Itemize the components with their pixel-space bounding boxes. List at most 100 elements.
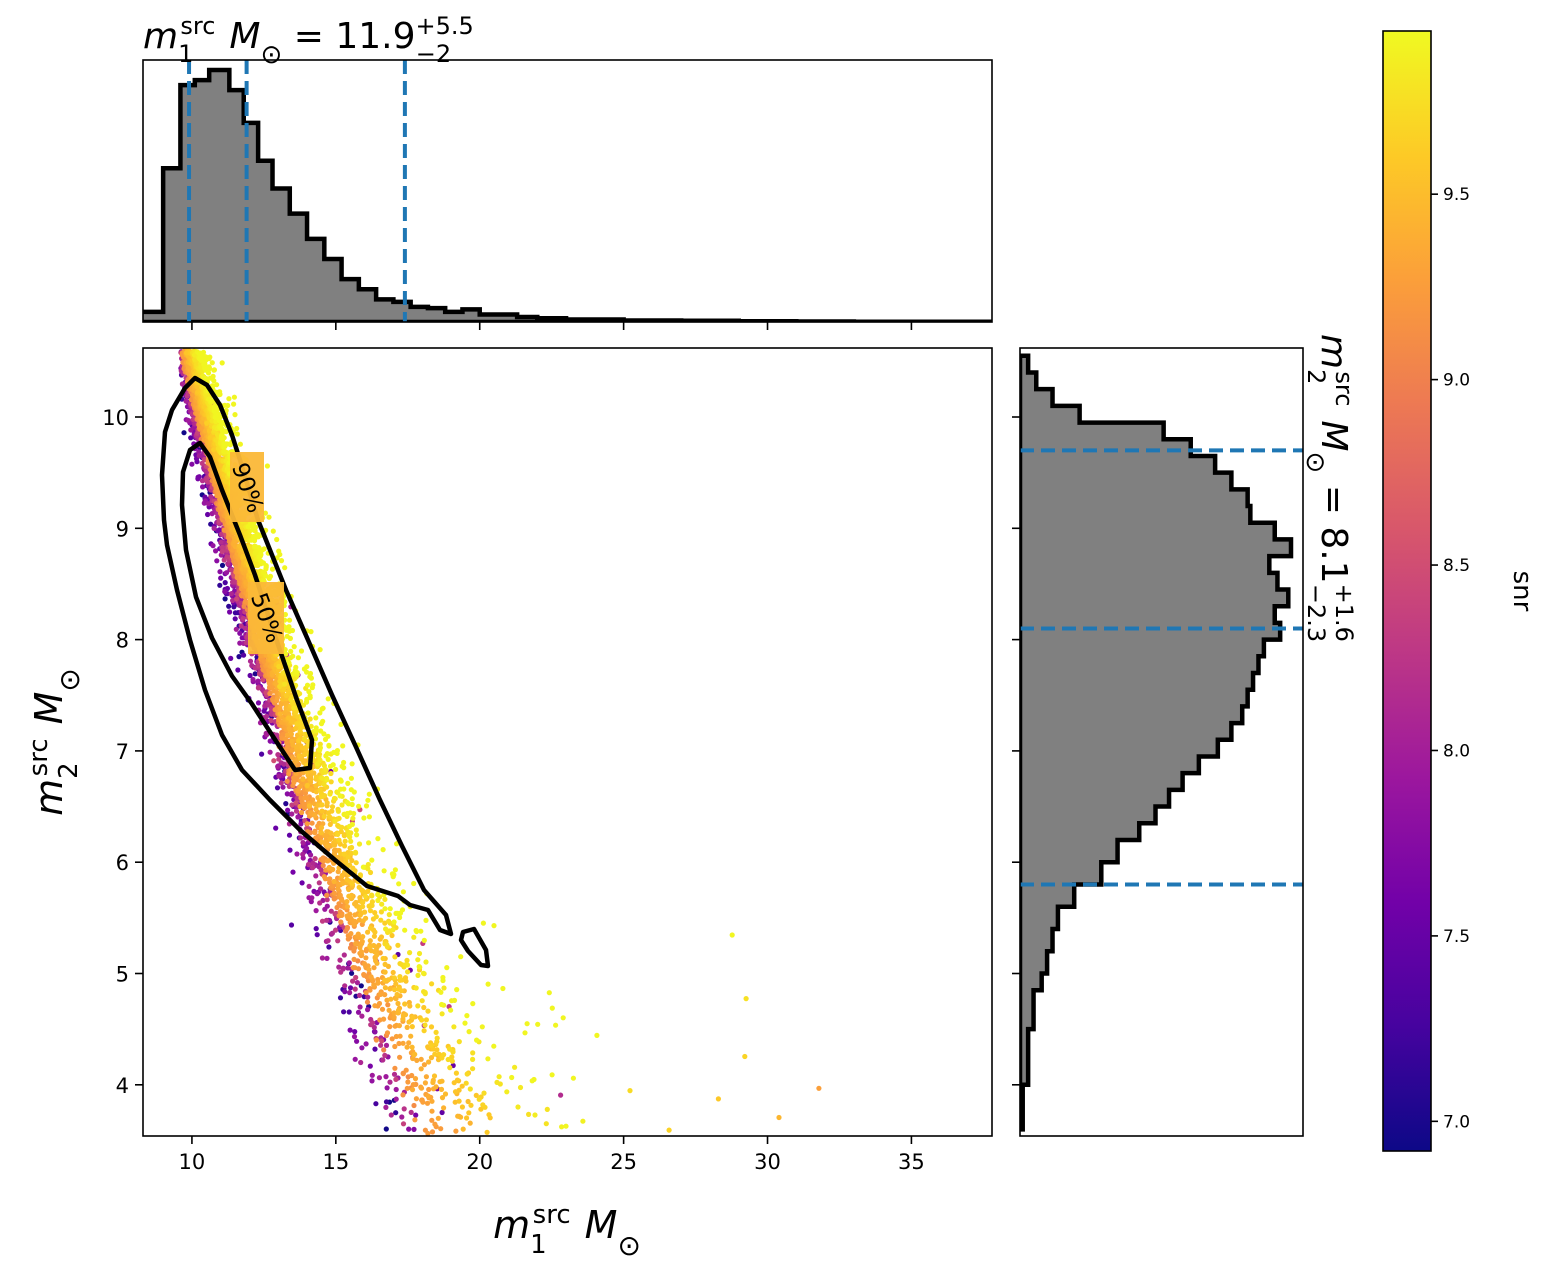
scatter-point <box>419 998 425 1004</box>
scatter-point <box>544 1106 550 1112</box>
scatter-point <box>217 389 223 395</box>
scatter-point <box>350 965 356 971</box>
scatter-point <box>363 893 369 900</box>
scatter-point <box>383 1126 389 1132</box>
scatter-point <box>217 582 223 588</box>
scatter-point <box>384 1030 391 1036</box>
scatter-point <box>485 1056 491 1062</box>
scatter-point <box>289 802 295 808</box>
scatter-point <box>543 1121 549 1127</box>
scatter-point <box>237 441 243 447</box>
scatter-point <box>366 967 372 973</box>
scatter-point <box>264 713 270 720</box>
scatter-point <box>329 804 336 810</box>
scatter-point <box>423 1017 429 1023</box>
scatter-point <box>456 1039 462 1045</box>
right-hist-y-ticks <box>1012 416 1020 1086</box>
scatter-point <box>340 880 346 886</box>
colorbar: 7.07.58.08.59.09.5 snr <box>1382 30 1537 1152</box>
scatter-point <box>297 803 303 810</box>
scatter-point <box>421 1062 427 1068</box>
scatter-point <box>287 635 293 642</box>
scatter-point <box>397 1033 403 1039</box>
scatter-point <box>532 1112 538 1118</box>
scatter-point <box>293 725 299 732</box>
y-tick-label: 4 <box>116 1074 129 1098</box>
scatter-point <box>360 864 366 870</box>
top-hist-title: m1src M⊙ = 11.9+5.5 −2 <box>143 12 474 70</box>
scatter-point <box>440 977 446 984</box>
scatter-point <box>347 985 354 991</box>
scatter-point <box>324 800 330 806</box>
scatter-point <box>295 655 301 661</box>
scatter-point <box>358 949 364 955</box>
scatter-point <box>430 1077 436 1083</box>
scatter-point <box>411 1126 417 1132</box>
scatter-point <box>369 1078 375 1084</box>
scatter-point <box>324 777 330 783</box>
scatter-point <box>354 832 360 838</box>
scatter-point <box>329 930 335 936</box>
scatter-point <box>352 849 359 856</box>
scatter-point <box>325 938 331 944</box>
colorbar-ticks: 7.07.58.08.59.09.5 <box>1431 185 1470 1132</box>
scatter-point <box>432 1051 438 1057</box>
scatter-point <box>480 920 486 926</box>
scatter-point <box>393 1086 399 1093</box>
scatter-point <box>420 1099 426 1105</box>
scatter-point <box>299 880 305 886</box>
scatter-point <box>410 1014 416 1021</box>
x-tick-label: 35 <box>898 1150 925 1174</box>
scatter-point <box>433 1029 439 1035</box>
scatter-point <box>360 904 366 910</box>
scatter-point <box>428 1055 435 1061</box>
scatter-point <box>627 1088 633 1094</box>
scatter-point <box>365 1007 371 1013</box>
top-hist-quantile-lines <box>187 60 407 322</box>
scatter-point <box>356 992 363 999</box>
scatter-point <box>284 791 290 797</box>
scatter-point <box>563 1123 569 1129</box>
scatter-point <box>222 428 228 434</box>
colorbar-tick-label: 7.0 <box>1443 1112 1470 1132</box>
right-histogram: m2srcM⊙ = 8.1+1.6−2.3 <box>1012 334 1358 1137</box>
scatter-point <box>409 1024 415 1030</box>
scatter-point <box>294 774 300 781</box>
scatter-point <box>252 671 258 677</box>
scatter-point <box>255 678 261 684</box>
scatter-point <box>337 793 343 799</box>
scatter-point <box>322 736 329 743</box>
scatter-point <box>234 596 240 602</box>
scatter-point <box>387 985 394 991</box>
scatter-point <box>327 791 333 797</box>
scatter-point <box>570 1075 577 1081</box>
scatter-point <box>286 624 292 630</box>
scatter-point <box>319 808 325 814</box>
scatter-point <box>383 926 389 932</box>
scatter-point <box>390 927 396 933</box>
scatter-point <box>349 970 355 976</box>
scatter-point <box>299 809 305 816</box>
scatter-point <box>324 892 330 898</box>
scatter-point <box>363 915 369 921</box>
scatter-point <box>409 1087 416 1093</box>
scatter-point <box>376 1000 383 1007</box>
scatter-point <box>356 841 363 847</box>
scatter-point <box>448 1007 454 1013</box>
scatter-point <box>247 672 253 679</box>
scatter-point <box>281 687 287 693</box>
scatter-point <box>341 952 347 958</box>
scatter-point <box>329 883 335 889</box>
scatter-point <box>315 802 321 808</box>
scatter-point <box>251 538 258 544</box>
scatter-point <box>359 938 365 945</box>
scatter-point <box>352 1029 358 1035</box>
scatter-point <box>209 360 215 366</box>
scatter-point <box>451 1024 457 1030</box>
scatter-point <box>431 1073 438 1079</box>
scatter-point <box>287 847 293 853</box>
scatter-point <box>367 1063 373 1069</box>
scatter-point <box>355 1009 362 1015</box>
scatter-point <box>371 982 377 988</box>
scatter-point <box>729 932 735 938</box>
